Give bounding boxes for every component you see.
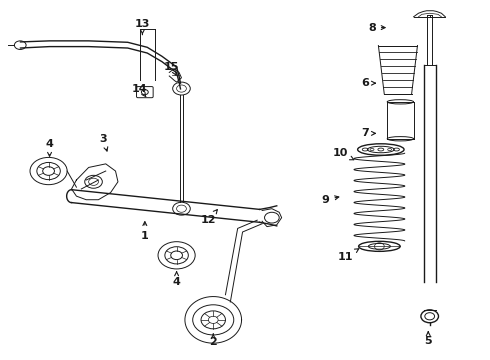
Text: 6: 6 bbox=[361, 78, 375, 88]
Text: 5: 5 bbox=[424, 332, 432, 346]
Text: 14: 14 bbox=[132, 84, 148, 97]
Text: 2: 2 bbox=[209, 334, 217, 347]
Text: 11: 11 bbox=[338, 249, 359, 262]
Text: 4: 4 bbox=[172, 271, 180, 287]
Text: 12: 12 bbox=[200, 210, 218, 225]
Text: 3: 3 bbox=[99, 134, 108, 151]
Text: 8: 8 bbox=[368, 23, 385, 33]
Text: 10: 10 bbox=[333, 148, 354, 160]
Text: 1: 1 bbox=[141, 222, 148, 240]
Text: 4: 4 bbox=[46, 139, 53, 156]
Text: 7: 7 bbox=[361, 129, 375, 138]
Text: 9: 9 bbox=[321, 195, 339, 205]
Text: 15: 15 bbox=[164, 62, 179, 75]
Text: 13: 13 bbox=[135, 19, 150, 35]
